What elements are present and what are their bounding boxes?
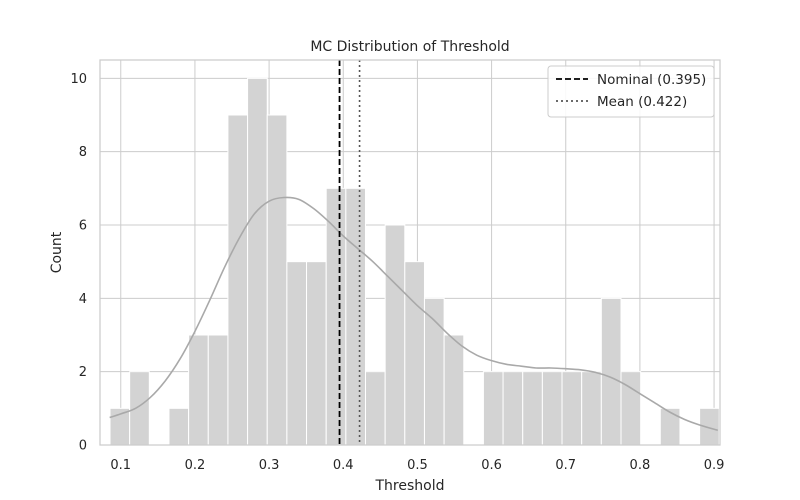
histogram-bar	[325, 187, 347, 446]
x-tick-label: 0.3	[259, 458, 280, 473]
legend-nominal-label: Nominal (0.395)	[597, 72, 706, 88]
y-tick-labels: 0 2 4 6 8 10	[70, 72, 87, 454]
x-tick-label: 0.1	[110, 458, 131, 473]
histogram-bar	[227, 114, 249, 446]
histogram-bar	[188, 334, 209, 446]
x-axis-label: Threshold	[375, 478, 445, 494]
x-tick-label: 0.5	[407, 458, 428, 473]
x-tick-label: 0.4	[333, 458, 354, 473]
y-axis-label: Count	[49, 231, 65, 273]
bars-layer	[109, 77, 720, 446]
histogram-bar	[561, 371, 583, 446]
legend-mean-label: Mean (0.422)	[597, 94, 687, 110]
y-tick-label: 2	[79, 365, 87, 380]
histogram-bar	[404, 261, 425, 446]
histogram-bar	[207, 334, 229, 446]
x-tick-label: 0.8	[630, 458, 651, 473]
histogram-bar	[659, 407, 681, 446]
histogram-bar	[247, 77, 268, 446]
legend: Nominal (0.395) Mean (0.422)	[547, 65, 715, 118]
x-tick-label: 0.6	[481, 458, 502, 473]
histogram-bar	[168, 407, 190, 446]
y-tick-label: 4	[79, 292, 87, 307]
kde-curve	[109, 196, 719, 432]
histogram-bar	[502, 371, 524, 446]
histogram-bar	[129, 371, 150, 446]
y-tick-label: 10	[70, 72, 87, 87]
histogram-bar	[522, 371, 543, 446]
histogram-bar	[286, 261, 308, 446]
y-tick-label: 0	[79, 439, 87, 454]
x-tick-labels: 0.1 0.2 0.3 0.4 0.5 0.6 0.7 0.8 0.9	[110, 458, 724, 473]
y-tick-label: 8	[79, 145, 87, 160]
reference-lines-layer	[338, 60, 361, 445]
histogram-bar	[384, 224, 406, 446]
histogram-bar	[482, 371, 504, 446]
histogram-bar	[266, 114, 288, 446]
histogram-bar	[306, 261, 327, 446]
plot-area-frame	[99, 59, 721, 446]
histogram-bar	[600, 297, 622, 446]
x-tick-label: 0.7	[555, 458, 576, 473]
x-tick-label: 0.9	[704, 458, 725, 473]
chart-title: MC Distribution of Threshold	[310, 39, 509, 55]
histogram-bar	[541, 371, 563, 446]
legend-box	[547, 65, 715, 118]
histogram-bar	[620, 371, 642, 446]
histogram-bar	[581, 371, 602, 446]
histogram-bar	[345, 187, 367, 446]
y-tick-label: 6	[79, 219, 87, 234]
histogram-bar	[365, 371, 386, 446]
x-tick-label: 0.2	[185, 458, 206, 473]
histogram-bar	[443, 334, 465, 446]
kde-layer	[109, 196, 719, 432]
